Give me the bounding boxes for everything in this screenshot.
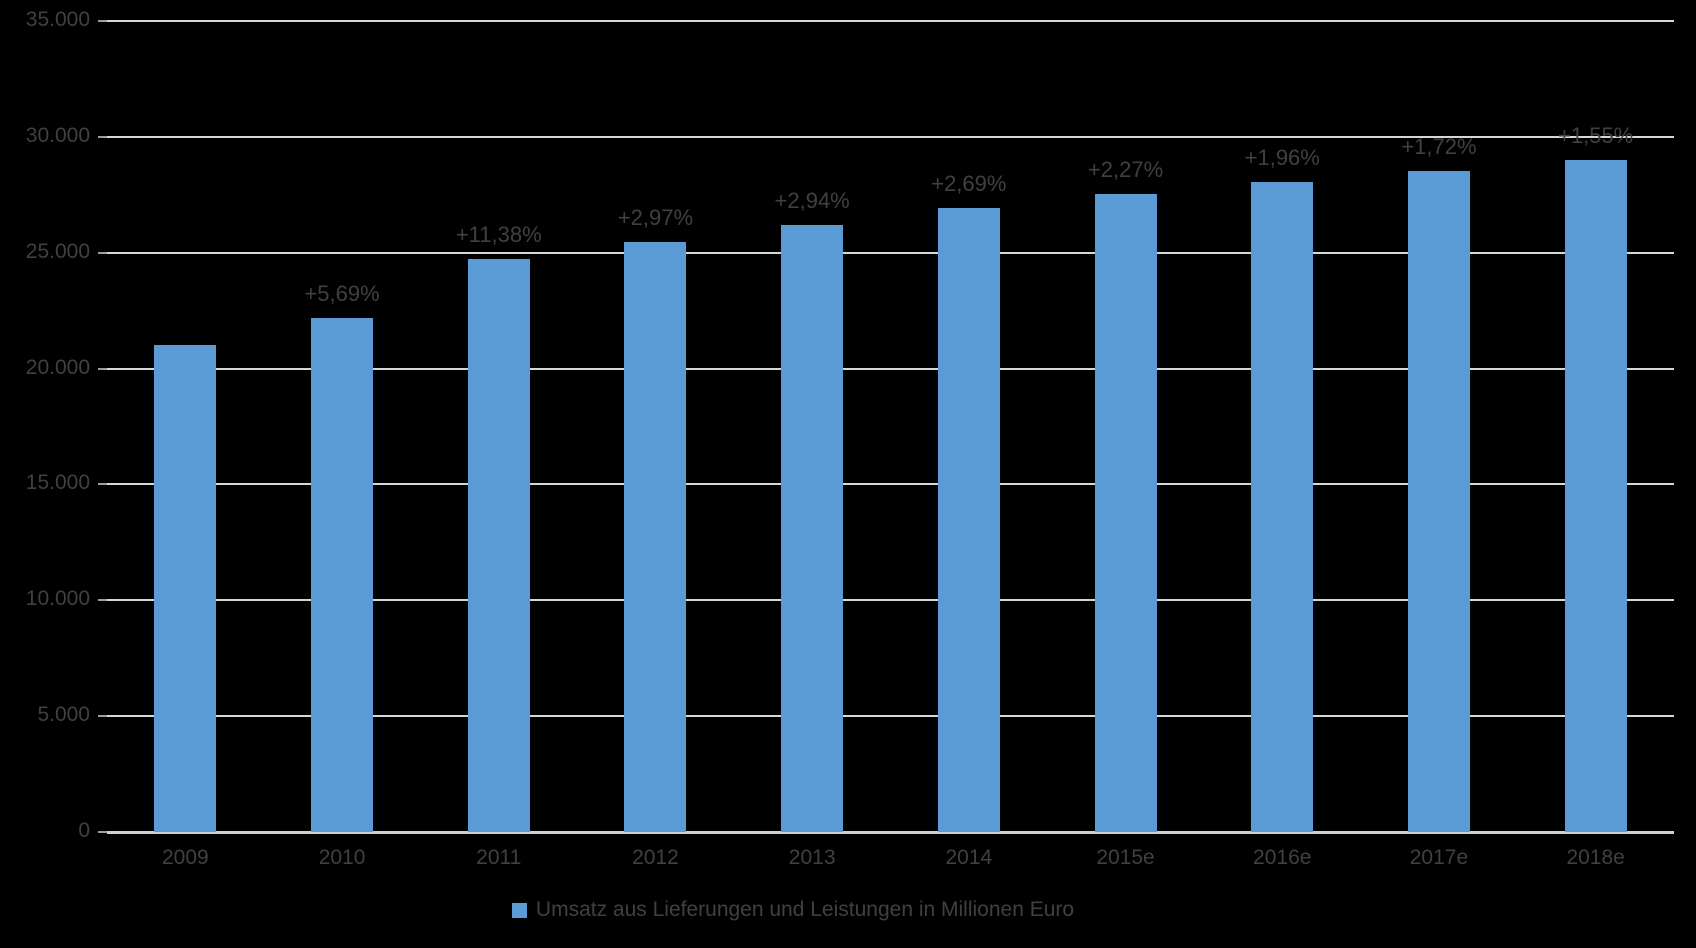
bar-2015e [1094,194,1157,832]
gridline [107,135,1674,138]
data-label-2017e: +1,72% [1401,133,1477,159]
legend-swatch-icon [511,902,527,918]
gridline [107,483,1674,486]
y-axis-tick [98,367,107,370]
x-axis-label-2016e: 2016e [1253,846,1312,869]
gridline [107,715,1674,718]
data-label-2018e: +1,55% [1558,123,1634,149]
legend: Umsatz aus Lieferungen und Leistungen in… [0,898,1641,922]
gridline [107,367,1674,370]
x-axis-label-2014: 2014 [945,846,993,869]
y-axis-tick [98,483,107,486]
x-axis-label-2018e: 2018e [1566,846,1625,869]
data-label-2013: +2,94% [774,187,850,213]
y-axis-tick [98,715,107,718]
bar-2013 [781,224,844,832]
bar-2009 [154,345,217,832]
x-axis-label-2015e: 2015e [1096,846,1155,869]
data-label-2012: +2,97% [617,205,694,231]
data-label-2011: +11,38% [455,222,542,248]
y-axis-label: 20.000 [25,355,90,379]
y-axis-label: 15.000 [25,471,90,495]
x-axis-label-2017e: 2017e [1409,846,1469,869]
data-label-2014: +2,69% [931,171,1007,197]
x-axis-label-2011: 2011 [476,846,522,869]
y-axis-tick [98,251,107,254]
bar-2017e [1407,170,1470,832]
y-axis-tick [98,20,107,22]
y-axis-label: 25.000 [25,239,90,263]
gridline [107,599,1674,602]
gridline [107,20,1674,22]
y-axis-label: 10.000 [25,587,90,611]
y-axis-tick [98,135,107,138]
x-axis-label-2010: 2010 [318,846,366,869]
data-label-2015e: +2,27% [1087,157,1164,183]
bar-2016e [1251,181,1314,832]
bar-2010 [311,317,374,832]
y-axis-label: 35.000 [25,8,90,31]
y-axis-label: 0 [78,819,90,842]
gridline [107,251,1674,254]
bar-2018e [1564,160,1627,832]
bar-2012 [624,242,687,832]
x-axis-label-2009: 2009 [161,846,209,869]
y-axis-tick [98,599,107,602]
legend-label: Umsatz aus Lieferungen und Leistungen in… [535,898,1075,921]
bar-2011 [467,259,530,832]
y-axis-label: 5.000 [37,703,90,727]
data-label-2016e: +1,96% [1244,144,1320,170]
bar-2014 [937,208,1000,832]
x-axis-label-2012: 2012 [632,846,679,869]
x-axis-label-2013: 2013 [788,846,836,869]
x-axis-line [107,831,1674,834]
y-axis-label: 30.000 [25,123,90,147]
y-axis-tick [98,831,107,833]
data-label-2010: +5,69% [304,280,380,306]
